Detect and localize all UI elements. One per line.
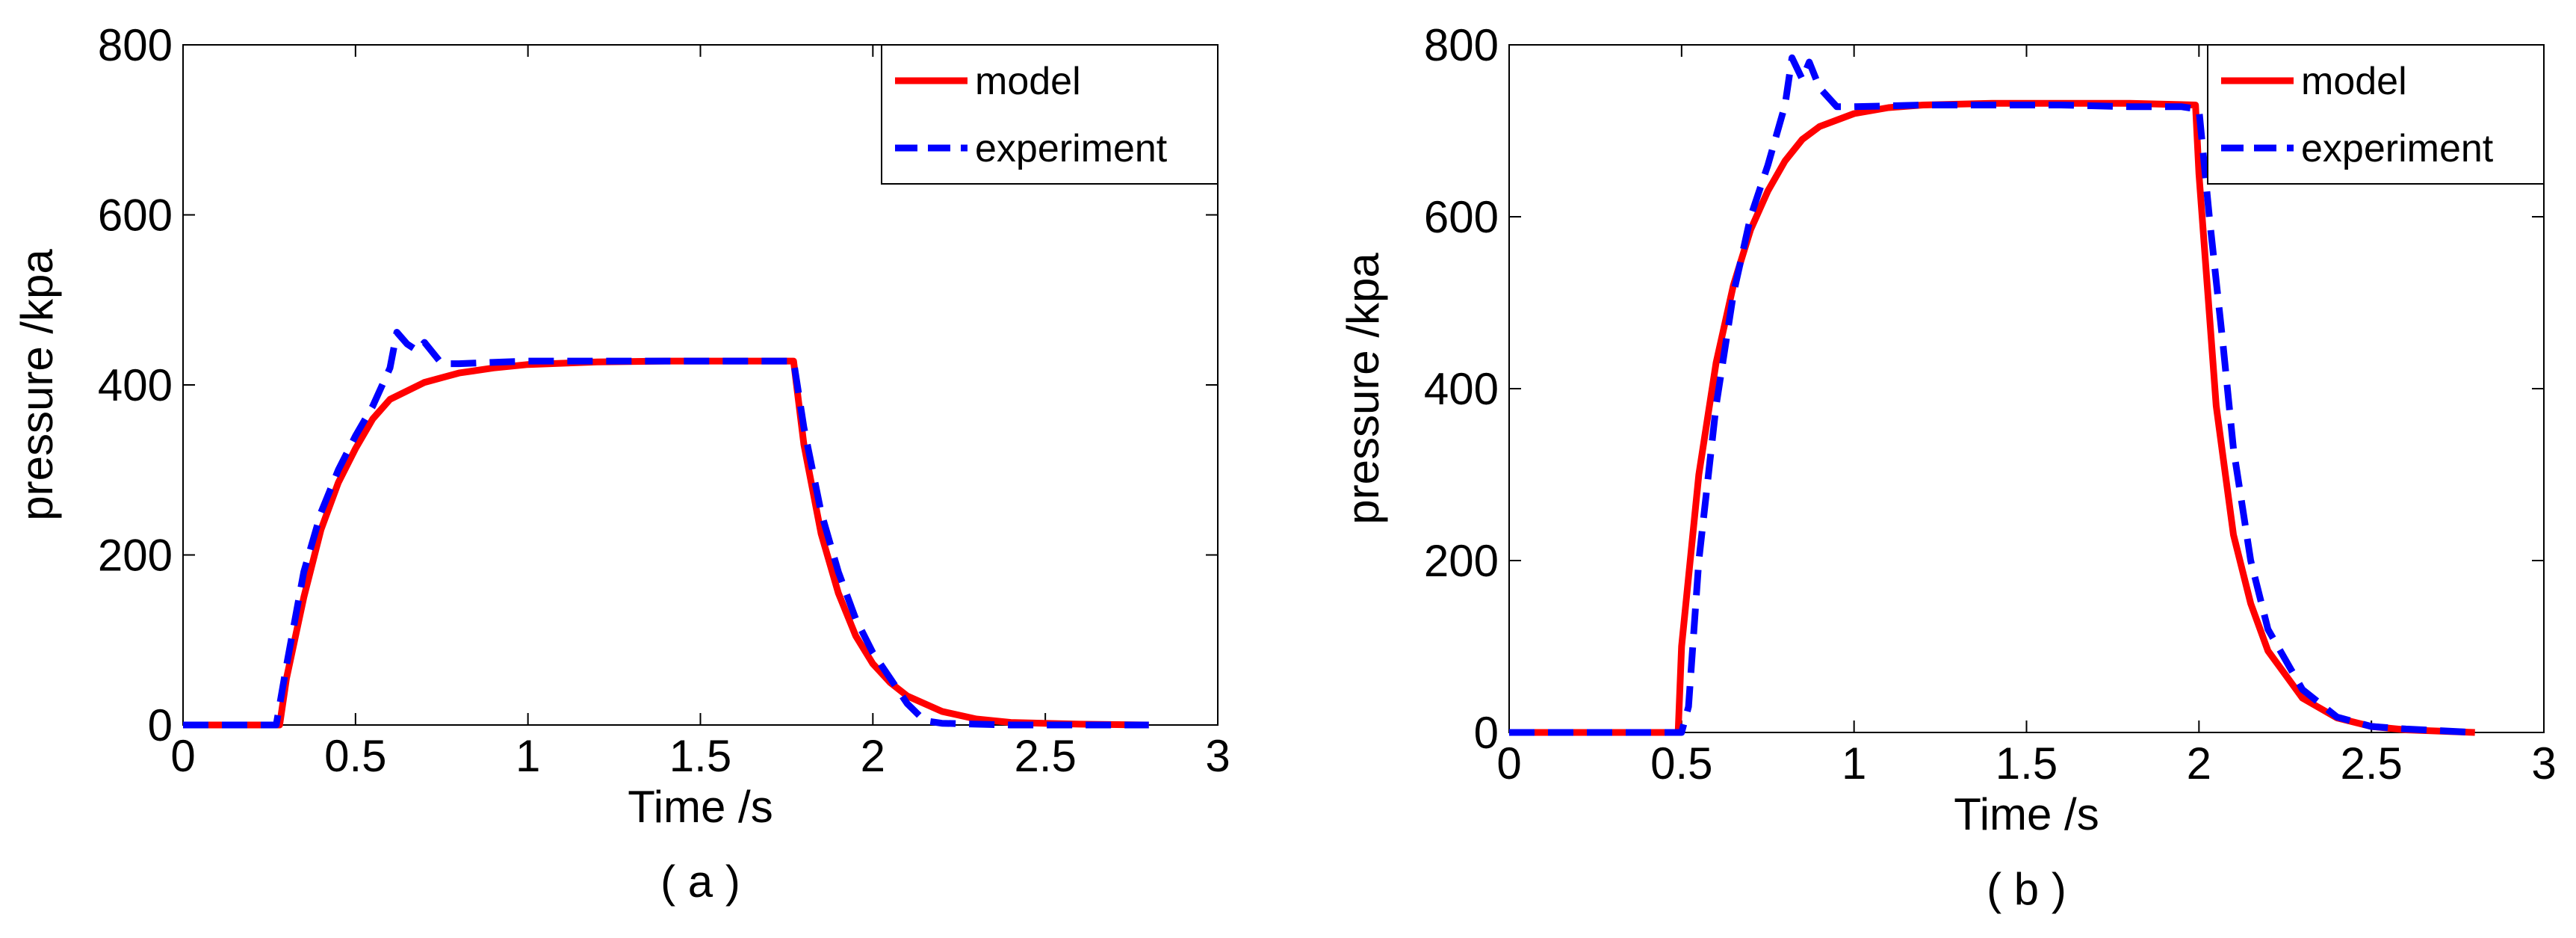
x-tick-label: 2 xyxy=(2187,738,2211,789)
panel-caption: ( a ) xyxy=(660,857,740,907)
legend-label-model: model xyxy=(2301,60,2407,103)
series-line-model xyxy=(1509,99,2475,736)
y-tick-label: 0 xyxy=(148,700,173,750)
y-axis-label: pressure /kpa xyxy=(12,249,62,521)
x-tick-label: 0 xyxy=(170,731,195,781)
y-tick-label: 800 xyxy=(1424,20,1499,70)
legend-box xyxy=(881,44,1219,185)
legend: model experiment xyxy=(2207,44,2545,185)
y-tick-label: 400 xyxy=(1424,364,1499,414)
y-tick-label: 600 xyxy=(1424,192,1499,242)
chart-panel-1: 0 0.5 1 1.5 2 2.5 3 0 200 400 600 800 model experimen… xyxy=(12,20,1230,907)
x-axis-label: Time /s xyxy=(1954,789,2099,839)
x-tick-label: 0.5 xyxy=(324,731,386,781)
x-tick-label: 2.5 xyxy=(2340,738,2402,789)
x-axis-label: Time /s xyxy=(628,782,773,832)
y-tick-label: 800 xyxy=(98,20,173,70)
legend-label-experiment: experiment xyxy=(2301,127,2494,170)
x-tick-label: 3 xyxy=(1205,731,1230,781)
x-tick-label: 0.5 xyxy=(1650,738,1712,789)
y-axis-label: pressure /kpa xyxy=(1338,253,1388,525)
y-tick-label: 600 xyxy=(98,191,173,241)
series-line-experiment xyxy=(183,329,1149,729)
x-tick-label: 1.5 xyxy=(669,731,731,781)
y-tick-label: 200 xyxy=(98,531,173,581)
legend-box xyxy=(2207,44,2545,185)
y-tick-label: 0 xyxy=(1474,708,1499,758)
legend-label-model: model xyxy=(975,60,1081,103)
chart-panel-2: 0 0.5 1 1.5 2 2.5 3 0 200 400 600 800 model experimen… xyxy=(1338,20,2557,914)
x-tick-label: 1.5 xyxy=(1996,738,2058,789)
legend: model experiment xyxy=(881,44,1219,185)
x-tick-label: 2 xyxy=(861,731,885,781)
x-tick-label: 0 xyxy=(1496,738,1521,789)
panel-caption: ( b ) xyxy=(1987,864,2066,914)
series-line-experiment xyxy=(1509,54,2475,736)
x-tick-label: 1 xyxy=(515,731,540,781)
y-tick-label: 400 xyxy=(98,360,173,410)
x-tick-label: 3 xyxy=(2531,738,2556,789)
x-tick-label: 1 xyxy=(1842,738,1866,789)
legend-label-experiment: experiment xyxy=(975,127,1168,170)
y-tick-label: 200 xyxy=(1424,536,1499,586)
x-tick-label: 2.5 xyxy=(1014,731,1076,781)
